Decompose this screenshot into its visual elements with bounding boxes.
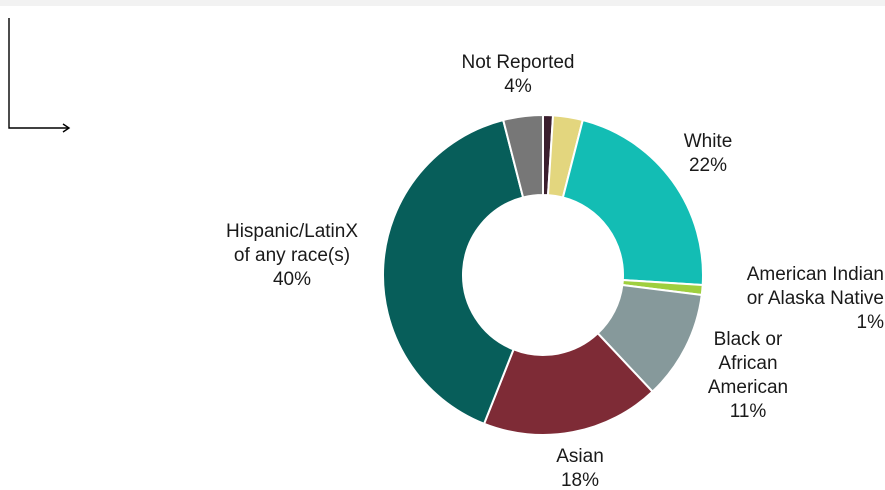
donut-slice-7	[501, 113, 544, 199]
slice-label-line: American Indian	[747, 264, 884, 285]
slice-label-line: African	[718, 353, 777, 374]
donut-slice-5	[482, 331, 654, 436]
slice-label-line: Black or	[714, 329, 783, 350]
donut-slice-6	[382, 118, 525, 426]
slice-label-line: 22%	[689, 155, 727, 176]
slice-label-6: Hispanic/LatinX of any race(s) 40%	[226, 221, 358, 290]
corner-arrow-icon	[8, 18, 71, 133]
slice-label-2: White 22%	[684, 131, 733, 176]
slice-label-line: White	[684, 131, 733, 152]
slice-label-3: American Indian or Alaska Native 1%	[747, 264, 884, 333]
slice-label-line: 11%	[730, 401, 767, 422]
slice-label-line: or Alaska Native	[747, 288, 884, 309]
slice-label-7: Not Reported 4%	[461, 52, 574, 97]
slice-label-line: Not Reported	[461, 52, 574, 73]
slice-label-line: 40%	[273, 269, 311, 290]
slice-label-line: 1%	[857, 312, 885, 333]
slice-label-line: Hispanic/LatinX	[226, 221, 358, 242]
donut-slice-2	[561, 118, 704, 287]
slice-label-line: American	[708, 377, 788, 398]
slice-label-line: Asian	[556, 446, 604, 467]
top-band	[0, 0, 885, 6]
slice-label-line: 18%	[561, 470, 599, 490]
donut-slices	[382, 113, 704, 436]
slice-labels: White 22% American Indian or Alaska Native 1…	[226, 52, 884, 490]
slice-label-4: Black or African American 11%	[708, 329, 788, 422]
slice-label-line: of any race(s)	[234, 245, 350, 266]
slice-label-line: 4%	[504, 76, 532, 97]
slice-label-5: Asian 18%	[556, 446, 604, 490]
